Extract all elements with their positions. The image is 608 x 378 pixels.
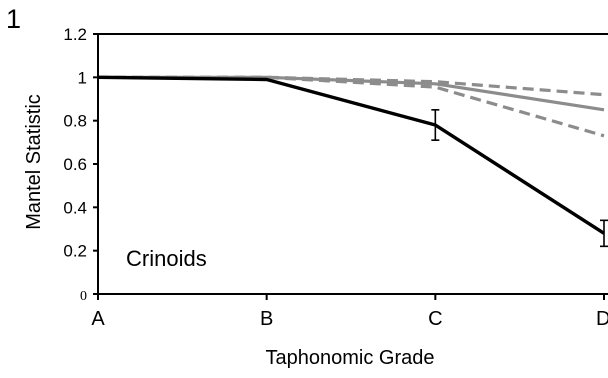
chart-annotation: Crinoids (126, 246, 207, 271)
x-tick-label: C (428, 308, 442, 330)
series-line-1 (97, 75, 605, 235)
y-tick-label: 1 (78, 68, 87, 87)
series-line-4 (98, 75, 605, 138)
panel-label: 1 (6, 4, 21, 34)
x-tick-label: D (596, 308, 608, 330)
x-tick-label: B (260, 308, 273, 330)
y-tick-label: 0.8 (63, 112, 87, 131)
series-line-2 (98, 75, 605, 112)
x-tick-label: A (91, 308, 105, 330)
y-axis-title: Mantel Statistic (23, 94, 45, 230)
y-tick-label: 0.4 (63, 198, 87, 217)
y-tick-label: 0 (80, 289, 87, 304)
y-tick-label: 0.6 (63, 155, 87, 174)
y-tick-label: 0.2 (63, 242, 87, 261)
y-tick-label: 1.2 (63, 25, 87, 44)
y-axis-ticks: 0 0.2 0.4 0.6 0.8 1 1.2 (63, 25, 98, 304)
x-axis-ticks: A B C D (91, 294, 608, 330)
x-axis-title: Taphonomic Grade (266, 347, 435, 369)
